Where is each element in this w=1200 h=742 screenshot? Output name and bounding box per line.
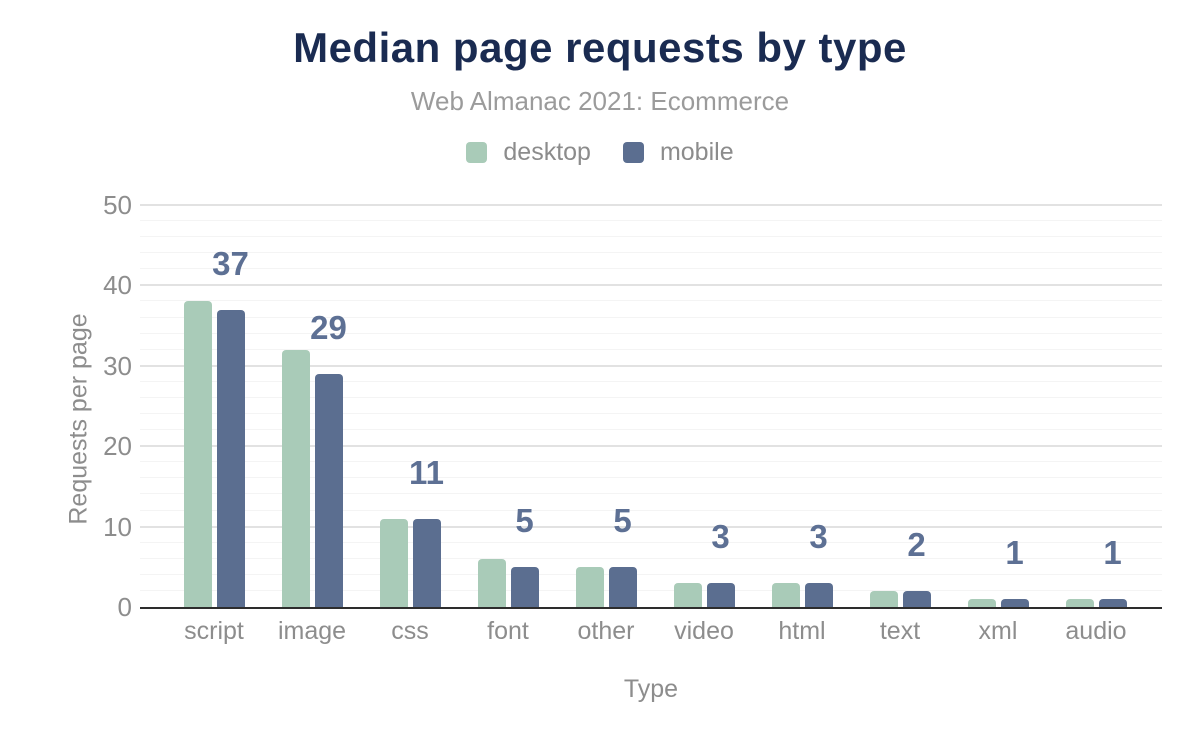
minor-gridline — [140, 316, 1162, 318]
y-tick-label: 40 — [103, 270, 132, 301]
x-tick-label-xml: xml — [978, 617, 1018, 645]
chart-subtitle: Web Almanac 2021: Ecommerce — [410, 86, 790, 116]
x-tick-label-video: video — [674, 617, 734, 645]
desktop-legend-swatch — [466, 142, 488, 163]
bar-value-label-audio: 1 — [1103, 534, 1122, 571]
x-tick-label-html: html — [778, 617, 826, 645]
minor-gridline — [140, 252, 1162, 254]
x-tick-label-text: text — [879, 617, 921, 645]
bar-desktop-video[interactable] — [673, 583, 702, 607]
minor-gridline — [140, 557, 1162, 559]
bar-mobile-image[interactable] — [314, 374, 343, 607]
minor-gridline — [140, 300, 1162, 302]
x-axis-line — [140, 607, 1162, 609]
bar-mobile-xml[interactable] — [1000, 599, 1029, 607]
desktop-legend-label: desktop — [503, 138, 591, 166]
minor-gridline — [140, 236, 1162, 238]
minor-gridline — [140, 509, 1162, 511]
y-tick-label: 50 — [103, 190, 132, 220]
bar-desktop-text[interactable] — [869, 591, 898, 607]
minor-gridline — [140, 413, 1162, 415]
bar-desktop-script[interactable] — [183, 301, 212, 607]
minor-gridline — [140, 332, 1162, 334]
major-gridline — [140, 204, 1162, 206]
bar-desktop-font[interactable] — [477, 559, 506, 607]
minor-gridline — [140, 429, 1162, 431]
minor-gridline — [140, 573, 1162, 575]
x-tick-label-image: image — [277, 617, 347, 645]
bar-mobile-other[interactable] — [608, 567, 637, 607]
bar-value-label-css: 11 — [409, 454, 444, 491]
bar-value-label-script: 37 — [212, 245, 249, 282]
bar-desktop-image[interactable] — [281, 350, 310, 607]
bar-desktop-audio[interactable] — [1065, 599, 1094, 607]
y-tick-label: 30 — [103, 350, 132, 381]
y-tick-label: 20 — [103, 431, 132, 462]
y-axis-title: Requests per page — [64, 313, 93, 525]
x-tick-label-font: font — [487, 617, 529, 645]
bar-value-label-image: 29 — [310, 309, 347, 346]
minor-gridline — [140, 380, 1162, 382]
bar-mobile-font[interactable] — [510, 567, 539, 607]
bar-mobile-audio[interactable] — [1098, 599, 1127, 607]
bar-value-label-other: 5 — [613, 502, 632, 539]
bar-desktop-other[interactable] — [575, 567, 604, 607]
x-tick-label-script: script — [184, 617, 244, 645]
bar-mobile-script[interactable] — [216, 310, 245, 607]
bar-mobile-html[interactable] — [804, 583, 833, 607]
bar-value-label-html: 3 — [809, 518, 828, 555]
minor-gridline — [140, 477, 1162, 479]
minor-gridline — [140, 268, 1162, 270]
major-gridline — [140, 284, 1162, 287]
bar-value-label-xml: 1 — [1005, 534, 1024, 571]
bar-mobile-css[interactable] — [412, 519, 441, 607]
minor-gridline — [140, 348, 1162, 350]
minor-gridline — [140, 220, 1162, 222]
major-gridline — [140, 525, 1162, 528]
legend: desktop mobile — [0, 138, 1200, 167]
x-tick-label-audio: audio — [1065, 617, 1127, 645]
minor-gridline — [140, 396, 1162, 398]
x-tick-label-css: css — [391, 617, 429, 645]
minor-gridline — [140, 541, 1162, 543]
legend-item-mobile[interactable]: mobile — [622, 138, 734, 167]
x-axis-title: Type — [623, 675, 679, 703]
major-gridline — [140, 445, 1162, 448]
bar-value-label-font: 5 — [515, 502, 534, 539]
mobile-legend-label: mobile — [659, 138, 734, 166]
major-gridline — [140, 364, 1162, 367]
minor-gridline — [140, 493, 1162, 495]
x-tick-label-other: other — [577, 617, 635, 645]
bar-value-label-text: 2 — [907, 526, 926, 563]
bar-value-label-video: 3 — [711, 518, 730, 555]
bar-desktop-xml[interactable] — [967, 599, 996, 607]
plot-area: 37 29 11 5 5 3 3 2 1 1 — [140, 204, 1162, 609]
bar-mobile-video[interactable] — [706, 583, 735, 607]
mobile-legend-swatch — [622, 142, 644, 163]
minor-gridline — [140, 461, 1162, 463]
bar-desktop-html[interactable] — [771, 583, 800, 607]
legend-item-desktop[interactable]: desktop — [466, 138, 591, 167]
y-tick-label: 10 — [103, 511, 132, 542]
chart-title: Median page requests by type — [293, 24, 907, 71]
bar-mobile-text[interactable] — [902, 591, 931, 607]
minor-gridline — [140, 589, 1162, 591]
bar-desktop-css[interactable] — [379, 519, 408, 607]
y-tick-label: 0 — [117, 592, 132, 622]
